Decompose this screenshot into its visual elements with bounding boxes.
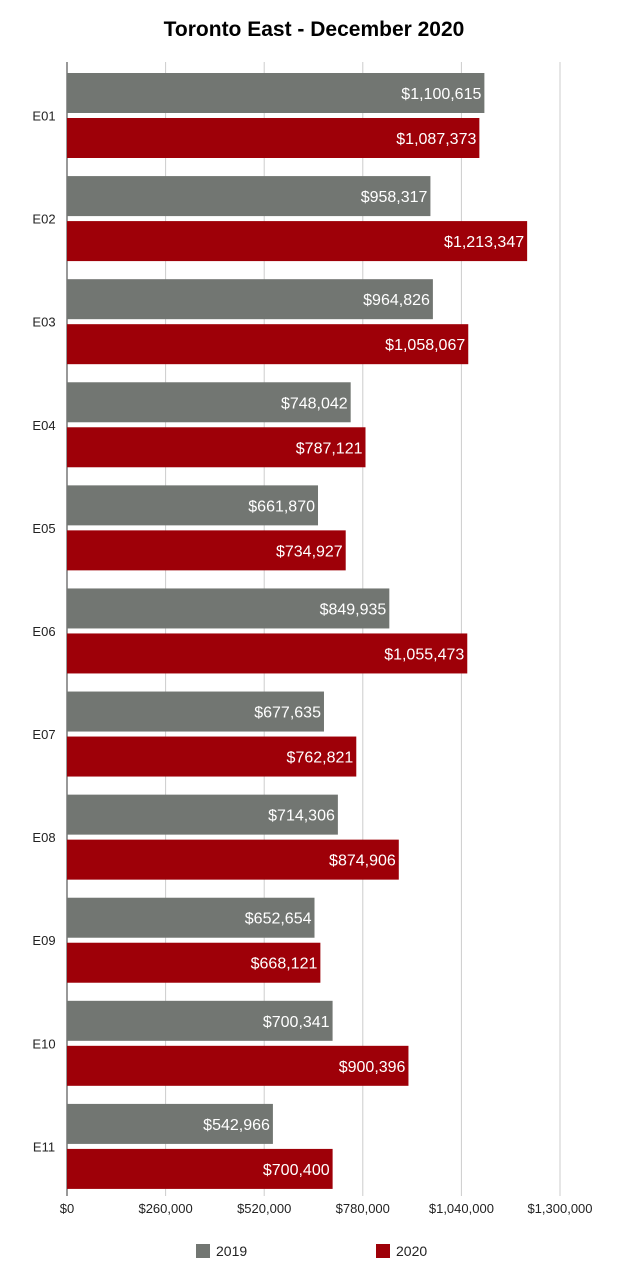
data-label: $700,400 [263,1162,330,1179]
bar-2019-E04 [67,382,351,423]
legend-swatch-2019 [196,1244,210,1258]
legend-label-2020: 2020 [396,1243,428,1259]
data-label: $668,121 [251,956,318,973]
legend-label-2019: 2019 [216,1243,248,1259]
category-label: E02 [32,212,55,227]
data-label: $714,306 [268,808,335,825]
data-label: $849,935 [320,601,387,618]
data-label: $762,821 [287,750,354,767]
bar-2019-E03 [67,279,433,320]
bar-2020-E10 [67,1045,409,1086]
data-label: $734,927 [276,543,343,560]
data-label: $900,396 [339,1059,406,1076]
category-label: E01 [32,109,55,124]
category-label: E10 [32,1036,55,1051]
data-label: $1,100,615 [401,86,481,103]
bar-2020-E09 [67,942,321,983]
bar-2019-E08 [67,794,338,835]
data-label: $677,635 [254,705,321,722]
legend-item-2020: 2020 [376,1243,427,1259]
category-label: E09 [32,933,55,948]
bar-2020-E04 [67,427,366,468]
bar-2019-E09 [67,897,315,938]
bar-2019-E05 [67,485,319,526]
category-label: E03 [32,315,55,330]
data-label: $661,870 [248,498,315,515]
data-label: $1,058,067 [385,337,465,354]
bar-2019-E10 [67,1000,333,1041]
bar-2020-E05 [67,530,346,571]
bar-2019-E02 [67,176,431,217]
data-label: $958,317 [361,189,428,206]
data-label: $652,654 [245,911,312,928]
x-tick-label: $1,040,000 [429,1201,494,1216]
data-label: $700,341 [263,1014,330,1031]
x-tick-label: $0 [60,1201,74,1216]
data-label: $1,055,473 [384,646,464,663]
category-label: E07 [32,727,55,742]
legend-item-2019: 2019 [196,1243,247,1259]
category-label: E08 [32,830,55,845]
bar-2019-E07 [67,691,324,732]
bar-2020-E06 [67,633,468,674]
x-tick-label: $780,000 [336,1201,390,1216]
data-label: $542,966 [203,1117,270,1134]
x-tick-label: $1,300,000 [527,1201,592,1216]
bar-2019-E06 [67,588,390,629]
data-label: $1,087,373 [396,131,476,148]
chart-title: Toronto East - December 2020 [163,18,465,41]
bar-2020-E03 [67,324,469,365]
data-label: $964,826 [363,292,430,309]
bar-2020-E07 [67,736,357,777]
category-label: E06 [32,624,55,639]
bar-2020-E01 [67,118,480,158]
legend-swatch-2020 [376,1244,390,1258]
data-label: $748,042 [281,395,348,412]
data-label: $787,121 [296,440,363,457]
x-tick-label: $520,000 [237,1201,291,1216]
category-label: E11 [33,1139,55,1154]
bar-2019-E01 [67,73,485,113]
legend: 2019 2020 [0,1243,628,1267]
category-label: E05 [32,521,55,536]
bar-2020-E08 [67,839,399,880]
bar-2020-E02 [67,221,528,262]
bar-2019-E11 [67,1103,273,1144]
bar-2020-E11 [67,1148,333,1189]
category-label: E04 [32,418,55,433]
x-tick-label: $260,000 [138,1201,192,1216]
data-label: $1,213,347 [444,234,524,251]
data-label: $874,906 [329,853,396,870]
